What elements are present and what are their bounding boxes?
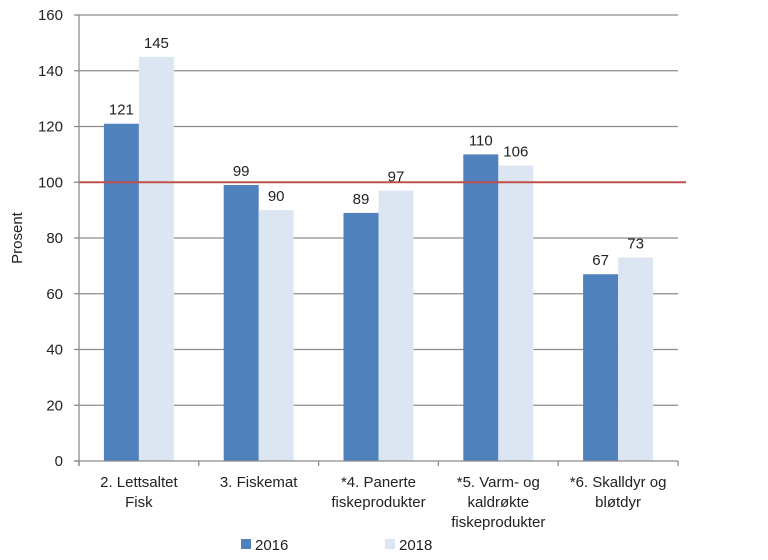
y-tick-label: 60 bbox=[46, 286, 63, 303]
y-tick-label: 80 bbox=[46, 230, 63, 247]
bar-2018 bbox=[378, 190, 414, 462]
y-tick-label: 120 bbox=[38, 119, 63, 136]
category-label: Fisk bbox=[125, 494, 153, 511]
value-label: 99 bbox=[233, 163, 250, 180]
value-label: 89 bbox=[353, 191, 370, 208]
x-axis-category-labels: 2. Lettsaltet Fisk 3. Fiskemat *4. Panerte f… bbox=[100, 474, 666, 531]
bar-2016 bbox=[103, 123, 139, 462]
bars bbox=[103, 56, 654, 462]
value-label: 90 bbox=[268, 188, 285, 205]
bar-2018 bbox=[498, 165, 534, 461]
value-label: 106 bbox=[503, 144, 528, 161]
category-label: fiskeprodukter bbox=[331, 494, 425, 511]
category-label: bløtdyr bbox=[595, 494, 641, 511]
value-label: 73 bbox=[627, 236, 644, 253]
bar-2018 bbox=[138, 56, 174, 461]
legend-label-2018: 2018 bbox=[399, 537, 432, 554]
legend-swatch-2018 bbox=[385, 539, 395, 549]
bar-2016 bbox=[223, 185, 259, 461]
bar-2016 bbox=[583, 274, 619, 461]
value-label: 97 bbox=[388, 169, 405, 186]
category-label: 3. Fiskemat bbox=[220, 474, 298, 491]
y-axis-tick-labels: 0 20 40 60 80 100 120 140 160 bbox=[38, 7, 63, 470]
bar-2018 bbox=[618, 257, 654, 461]
bar-2018 bbox=[258, 210, 294, 461]
y-tick-label: 140 bbox=[38, 63, 63, 80]
category-label: kaldrøkte bbox=[467, 494, 529, 511]
y-tick-label: 100 bbox=[38, 174, 63, 191]
category-label: fiskeprodukter bbox=[451, 514, 545, 531]
bar-2016 bbox=[343, 212, 379, 461]
category-label: *6. Skalldyr og bbox=[570, 474, 667, 491]
bar-2016 bbox=[463, 154, 499, 461]
value-label: 121 bbox=[109, 102, 134, 119]
value-label: 67 bbox=[592, 252, 609, 269]
legend: 2016 2018 bbox=[241, 537, 432, 554]
value-labels: 121 145 99 90 89 97 110 106 67 73 bbox=[109, 35, 644, 269]
y-tick-label: 40 bbox=[46, 342, 63, 359]
category-label: 2. Lettsaltet bbox=[100, 474, 178, 491]
value-label: 145 bbox=[144, 35, 169, 52]
y-tick-label: 20 bbox=[46, 397, 63, 414]
y-tick-label: 0 bbox=[55, 453, 63, 470]
category-label: *5. Varm- og bbox=[457, 474, 540, 491]
category-label: *4. Panerte bbox=[341, 474, 416, 491]
axes bbox=[74, 15, 679, 466]
legend-swatch-2016 bbox=[241, 539, 251, 549]
y-axis-title: Prosent bbox=[9, 211, 26, 264]
legend-label-2016: 2016 bbox=[255, 537, 288, 554]
y-tick-label: 160 bbox=[38, 7, 63, 24]
value-label: 110 bbox=[469, 132, 493, 149]
